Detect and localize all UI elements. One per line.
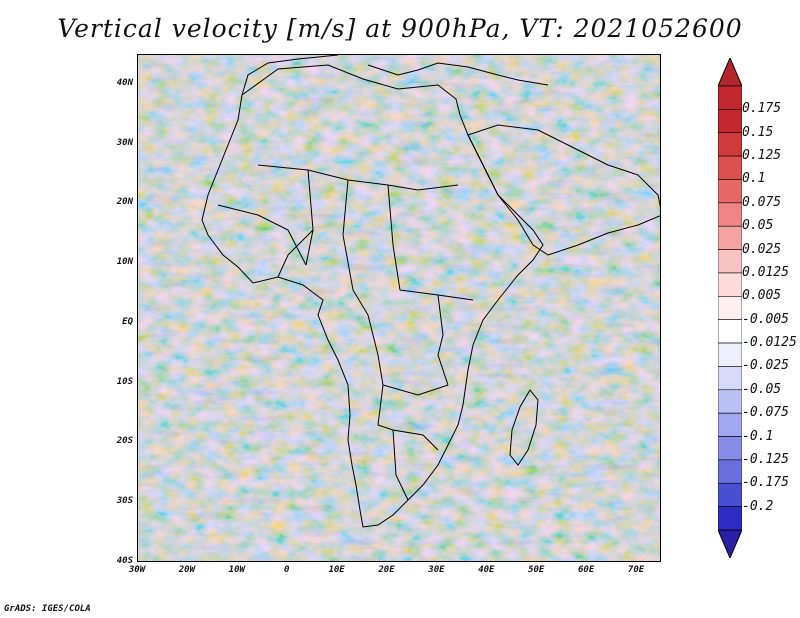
colorbar-swatch (718, 179, 742, 204)
colorbar-level-label: -0.125 (742, 451, 789, 467)
lat-tick-label: EQ (122, 316, 133, 327)
lon-tick-label: 20E (378, 565, 395, 575)
colorbar-level-label: -0.175 (742, 475, 789, 491)
map-plot-area (137, 54, 661, 562)
map-title: Vertical velocity [m/s] at 900hPa, VT: 2… (57, 14, 743, 43)
coastlines-and-borders (201, 55, 660, 528)
colorbar-swatch (718, 319, 742, 344)
colorbar-swatch (718, 389, 742, 414)
colorbar-swatch (718, 482, 742, 507)
colorbar-bottom-arrow (718, 529, 742, 558)
lon-tick-label: 60E (578, 565, 595, 575)
lon-tick-label: 50E (528, 565, 545, 575)
colorbar-swatch (718, 202, 742, 227)
lat-tick-label: 30N (116, 137, 133, 148)
colorbar-swatch (718, 436, 742, 461)
colorbar-swatch (718, 85, 742, 110)
colorbar-level-label: -0.2 (742, 498, 774, 514)
colorbar-level-label: -0.05 (742, 381, 782, 397)
lat-tick-label: 20N (116, 197, 133, 208)
lon-tick-label: 40E (478, 565, 495, 575)
lon-tick-label: 70E (627, 565, 645, 575)
lat-tick-label: 20S (116, 436, 133, 447)
colorbar-swatch (718, 296, 742, 320)
lon-tick-label: 0 (283, 565, 290, 575)
lat-tick-label: 40N (116, 77, 133, 88)
footer-credit: GrADS: IGES/COLA (4, 604, 91, 614)
colorbar-swatch (718, 412, 742, 437)
colorbar-swatch (718, 132, 742, 157)
colorbar-level-label: 0.175 (742, 101, 782, 117)
colorbar-level-label: -0.0125 (742, 335, 797, 351)
colorbar-level-label: -0.025 (742, 358, 789, 374)
colorbar-level-label: 0.025 (742, 241, 782, 257)
colorbar-level-label: 0.005 (742, 288, 782, 304)
colorbar-level-label: 0.0125 (742, 264, 789, 280)
lon-tick-label: 10W (228, 565, 245, 575)
colorbar-level-label: 0.125 (742, 148, 782, 164)
colorbar-swatch (718, 342, 742, 367)
lat-tick-label: 30S (116, 496, 133, 507)
lat-tick-label: 10N (116, 257, 133, 268)
colorbar-swatch (718, 155, 742, 180)
lon-tick-label: 10E (328, 565, 345, 575)
colorbar (718, 58, 742, 558)
colorbar-swatch (718, 459, 742, 484)
colorbar-swatch (718, 506, 742, 531)
lat-tick-label: 10S (116, 376, 133, 387)
lon-tick-label: 20W (178, 565, 196, 575)
colorbar-level-label: -0.075 (742, 405, 789, 421)
colorbar-swatch (718, 109, 742, 134)
colorbar-level-label: 0.1 (742, 171, 766, 187)
colorbar-swatch (718, 225, 742, 250)
colorbar-level-label: -0.1 (742, 428, 774, 444)
colorbar-level-label: 0.075 (742, 194, 782, 210)
colorbar-swatch (718, 272, 742, 297)
colorbar-level-label: 0.15 (742, 124, 774, 140)
lon-tick-label: 30E (428, 565, 445, 575)
lon-tick-label: 30W (128, 565, 146, 575)
colorbar-level-label: -0.005 (742, 311, 789, 327)
lat-tick-label: 40S (116, 556, 133, 566)
colorbar-top-arrow (718, 58, 742, 87)
colorbar-level-label: 0.05 (742, 218, 774, 234)
colorbar-swatch (718, 249, 742, 274)
vertical-velocity-field (138, 55, 660, 561)
colorbar-swatch (718, 366, 742, 391)
